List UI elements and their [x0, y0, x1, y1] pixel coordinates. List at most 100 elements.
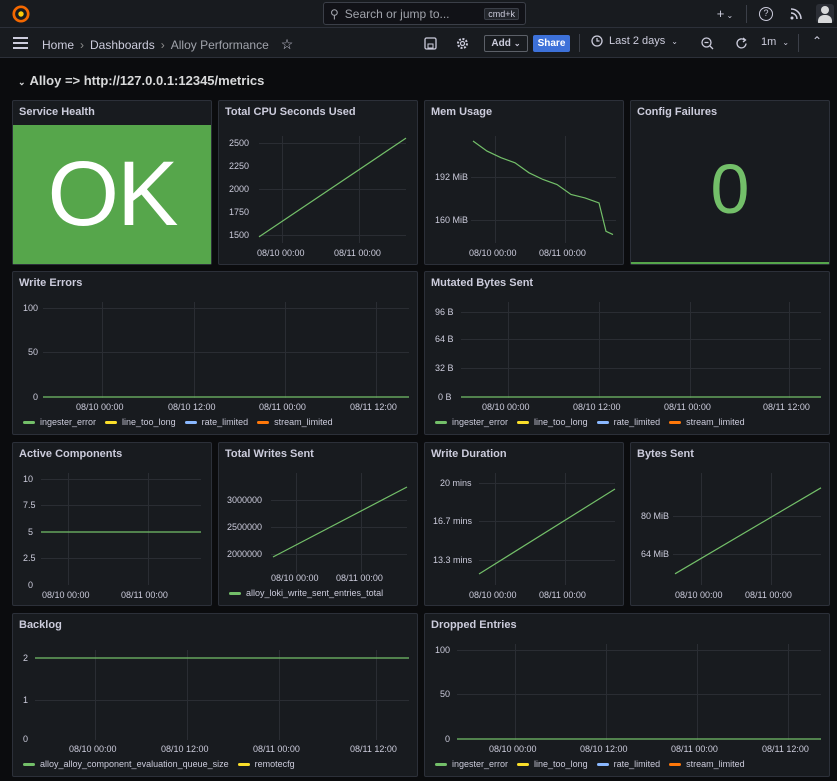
panel-write-duration[interactable]: Write Duration 20 mins 16.7 mins 13.3 mi… — [424, 442, 624, 606]
legend-label: alloy_alloy_component_evaluation_queue_s… — [40, 759, 229, 769]
panel-mutated-bytes[interactable]: Mutated Bytes Sent 96 B 64 B 32 B 0 B 08… — [424, 271, 830, 435]
legend-label: stream_limited — [686, 417, 745, 427]
stat-sparkline-baseline — [631, 262, 829, 264]
y-tick: 2000000 — [227, 549, 263, 559]
write-errors-series-line — [43, 396, 409, 398]
legend-item[interactable]: stream_limited — [257, 417, 333, 427]
panel-config-failures[interactable]: Config Failures 0 — [630, 100, 830, 265]
cpu-series-line — [258, 137, 407, 238]
search-placeholder: Search or jump to... — [344, 6, 450, 21]
active-components-series-line — [41, 531, 201, 533]
panel-mem-usage[interactable]: Mem Usage 192 MiB 160 MiB 08/10 00:00 08… — [424, 100, 624, 265]
x-tick: 08/11 12:00 — [762, 744, 809, 754]
legend-item[interactable]: stream_limited — [669, 417, 745, 427]
series-swatch — [184, 420, 197, 424]
y-tick: 32 B — [435, 363, 454, 373]
legend-item[interactable]: rate_limited — [184, 417, 249, 427]
add-button[interactable]: Add ⌄ — [484, 35, 528, 52]
breadcrumb-home[interactable]: Home — [42, 37, 75, 52]
x-tick: 08/10 00:00 — [76, 402, 124, 412]
panel-bytes-sent[interactable]: Bytes Sent 80 MiB 64 MiB 08/10 00:00 08/… — [630, 442, 830, 606]
y-tick: 192 MiB — [435, 172, 469, 182]
x-tick: 08/10 12:00 — [580, 744, 628, 754]
x-tick: 08/10 00:00 — [257, 248, 305, 258]
dashboard-nav-bar — [0, 28, 837, 58]
dashboard-row-header[interactable]: ⌄ Alloy => http://127.0.0.1:12345/metrics — [18, 73, 264, 88]
series-swatch — [435, 420, 447, 424]
rss-icon[interactable] — [790, 8, 802, 20]
share-button[interactable]: Share — [533, 35, 570, 52]
legend-item[interactable]: line_too_long — [517, 417, 588, 427]
x-tick: 08/11 00:00 — [745, 590, 792, 600]
legend-item[interactable]: remotecfg — [237, 759, 295, 769]
grafana-logo-icon[interactable] — [12, 5, 30, 23]
series-swatch — [669, 762, 682, 766]
legend-item[interactable]: ingester_error — [23, 417, 96, 427]
legend-item[interactable]: rate_limited — [596, 759, 661, 769]
user-avatar-icon[interactable] — [816, 4, 834, 23]
divider — [746, 5, 747, 23]
refresh-icon[interactable] — [735, 37, 748, 50]
x-tick: 08/10 00:00 — [675, 590, 723, 600]
save-icon[interactable] — [424, 37, 437, 50]
refresh-interval-label: 1m — [761, 36, 777, 48]
panel-write-errors[interactable]: Write Errors 100 50 0 08/10 00:00 08/10 … — [12, 271, 418, 435]
legend-label: rate_limited — [613, 417, 661, 427]
x-tick: 08/10 00:00 — [271, 573, 319, 583]
clock-icon — [591, 35, 603, 47]
panel-dropped-entries[interactable]: Dropped Entries 100 50 0 08/10 00:00 08/… — [424, 613, 830, 777]
legend-item[interactable]: ingester_error — [435, 417, 508, 427]
panel-active-components[interactable]: Active Components 10 7.5 5 2.5 0 08/10 0… — [12, 442, 212, 606]
zoom-out-icon[interactable] — [701, 37, 714, 50]
collapse-header-button[interactable]: ⌃ — [812, 34, 822, 48]
legend-item[interactable]: rate_limited — [596, 417, 661, 427]
x-tick: 08/11 00:00 — [539, 590, 586, 600]
x-tick: 08/10 12:00 — [168, 402, 216, 412]
breadcrumb-current: Alloy Performance — [170, 37, 269, 52]
divider — [579, 34, 580, 52]
legend-label: ingester_error — [452, 417, 509, 427]
series-line — [258, 137, 407, 238]
y-tick: 50 — [440, 689, 451, 699]
search-input[interactable]: ⚲ Search or jump to... cmd+k — [323, 2, 526, 25]
time-range-picker[interactable]: Last 2 days ⌄ — [591, 35, 678, 47]
gear-icon[interactable] — [456, 37, 469, 50]
y-tick: 13.3 mins — [433, 555, 473, 565]
panel-total-writes[interactable]: Total Writes Sent 3000000 2500000 200000… — [218, 442, 418, 606]
panel-title: Service Health — [19, 106, 95, 118]
legend-label: rate_limited — [613, 759, 661, 769]
y-tick: 96 B — [435, 307, 454, 317]
total-writes-series-line — [272, 486, 408, 558]
x-tick: 08/11 12:00 — [350, 744, 397, 754]
y-tick: 100 — [23, 303, 39, 313]
panel-title: Write Errors — [19, 277, 83, 289]
x-tick: 08/11 12:00 — [763, 402, 810, 412]
y-tick: 0 — [33, 392, 39, 402]
new-menu-button[interactable]: + ⌄ — [713, 7, 737, 23]
series-swatch — [669, 420, 682, 424]
legend-item[interactable]: line_too_long — [517, 759, 588, 769]
legend-label: ingester_error — [452, 759, 509, 769]
legend-label: rate_limited — [201, 417, 249, 427]
panel-title: Active Components — [19, 448, 123, 460]
star-icon[interactable]: ☆ — [280, 36, 294, 52]
legend-label: stream_limited — [274, 417, 333, 427]
legend-label: alloy_loki_write_sent_entries_total — [246, 588, 384, 598]
chevron-up-icon: ⌃ — [812, 34, 823, 48]
legend-item[interactable]: alloy_loki_write_sent_entries_total — [229, 588, 383, 598]
panel-service-health[interactable]: Service Health OK — [12, 100, 212, 265]
series-swatch — [23, 420, 35, 424]
refresh-interval-picker[interactable]: 1m ⌄ — [761, 36, 789, 48]
breadcrumb-dashboards[interactable]: Dashboards — [90, 37, 155, 52]
panel-backlog[interactable]: Backlog 2 1 0 08/10 00:00 08/10 12:00 08… — [12, 613, 418, 777]
y-tick: 16.7 mins — [433, 516, 473, 526]
legend-item[interactable]: stream_limited — [669, 759, 745, 769]
legend-item[interactable]: alloy_alloy_component_evaluation_queue_s… — [23, 759, 229, 769]
share-button-label: Share — [537, 38, 566, 49]
legend-item[interactable]: line_too_long — [105, 417, 176, 427]
menu-icon[interactable] — [13, 37, 28, 49]
panel-total-cpu[interactable]: Total CPU Seconds Used 2500 2250 2000 17… — [218, 100, 418, 265]
time-range-label: Last 2 days — [609, 35, 666, 47]
help-icon[interactable]: ? — [759, 7, 773, 21]
legend-item[interactable]: ingester_error — [435, 759, 508, 769]
